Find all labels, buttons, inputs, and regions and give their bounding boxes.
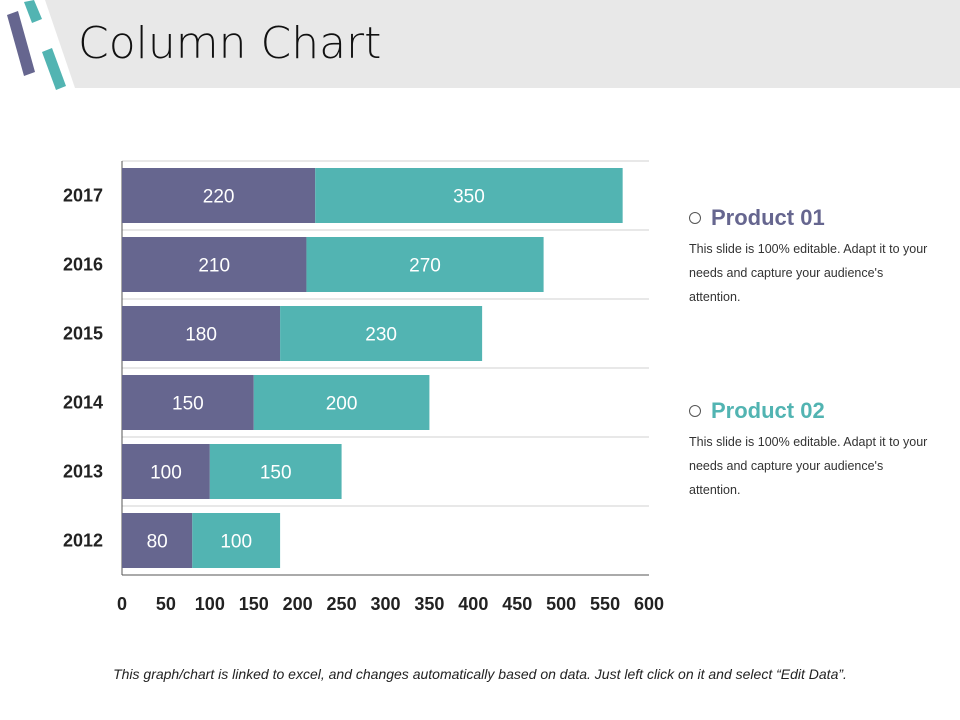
x-tick-label: 600 xyxy=(634,594,664,614)
data-label: 270 xyxy=(409,256,441,277)
y-tick-label: 2013 xyxy=(63,462,103,482)
x-tick-label: 250 xyxy=(327,594,357,614)
legend-description: This slide is 100% editable. Adapt it to… xyxy=(689,435,928,497)
legend-label: Product 01 xyxy=(711,205,825,230)
data-label: 230 xyxy=(365,325,397,346)
y-tick-label: 2015 xyxy=(63,324,103,344)
legend-product-01: Product 01 This slide is 100% editable. … xyxy=(689,205,929,309)
bar-segment xyxy=(122,513,193,568)
bar-segment xyxy=(306,237,544,292)
x-tick-label: 200 xyxy=(283,594,313,614)
footer-note: This graph/chart is linked to excel, and… xyxy=(113,666,847,682)
bar-segment xyxy=(209,444,342,499)
x-tick-label: 50 xyxy=(156,594,176,614)
bullet-circle-icon xyxy=(689,212,701,224)
bar-segment xyxy=(253,375,430,430)
data-label: 200 xyxy=(326,394,358,415)
x-tick-label: 0 xyxy=(117,594,127,614)
page-title: Column Chart xyxy=(78,18,382,69)
data-label: 100 xyxy=(220,532,252,553)
y-tick-label: 2012 xyxy=(63,531,103,551)
x-tick-label: 100 xyxy=(195,594,225,614)
data-label: 220 xyxy=(203,187,235,208)
bar-segment xyxy=(192,513,281,568)
data-label: 80 xyxy=(147,532,168,553)
bar-segment xyxy=(122,375,254,430)
x-tick-label: 300 xyxy=(370,594,400,614)
x-tick-label: 400 xyxy=(458,594,488,614)
data-label: 150 xyxy=(260,463,292,484)
bar-segment xyxy=(280,306,483,361)
y-tick-label: 2016 xyxy=(63,255,103,275)
header-band xyxy=(7,0,960,90)
x-tick-label: 450 xyxy=(502,594,532,614)
x-tick-label: 150 xyxy=(239,594,269,614)
legend-product-02: Product 02 This slide is 100% editable. … xyxy=(689,398,929,502)
x-tick-label: 550 xyxy=(590,594,620,614)
data-label: 150 xyxy=(172,394,204,415)
data-label: 350 xyxy=(453,187,485,208)
x-tick-label: 350 xyxy=(414,594,444,614)
bar-segment xyxy=(122,237,307,292)
legend-description: This slide is 100% editable. Adapt it to… xyxy=(689,242,928,304)
bar-segment xyxy=(122,444,210,499)
bar-segment xyxy=(315,168,623,223)
y-tick-label: 2017 xyxy=(63,186,103,206)
bullet-circle-icon xyxy=(689,405,701,417)
bar-segment xyxy=(122,306,281,361)
decor-stripe-teal-bottom xyxy=(42,48,66,90)
data-label: 210 xyxy=(198,256,230,277)
decor-stripe-teal-top xyxy=(24,0,42,23)
decor-stripe-purple xyxy=(7,11,35,76)
data-label: 180 xyxy=(185,325,217,346)
x-tick-label: 500 xyxy=(546,594,576,614)
y-tick-label: 2014 xyxy=(63,393,103,413)
bar-chart: 2017 220 350 2016 210 270 2015 180 230 2014 150 200… xyxy=(63,160,664,614)
bar-segment xyxy=(122,168,316,223)
data-label: 100 xyxy=(150,463,182,484)
legend-label: Product 02 xyxy=(711,398,825,423)
